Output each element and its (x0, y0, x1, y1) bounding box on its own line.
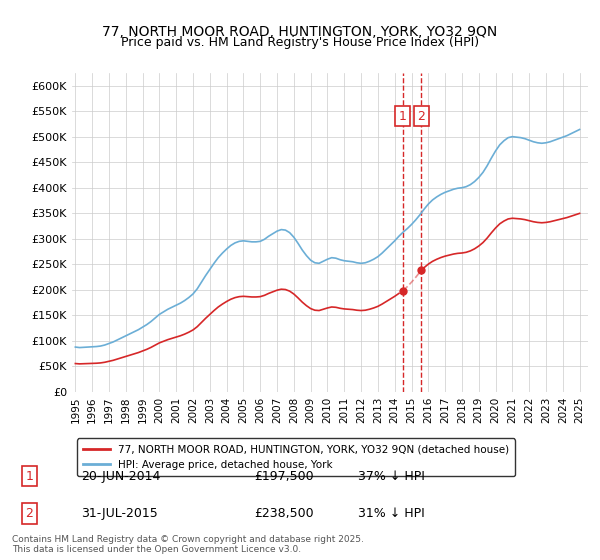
Text: £238,500: £238,500 (254, 507, 314, 520)
Text: £197,500: £197,500 (254, 470, 314, 483)
Text: 77, NORTH MOOR ROAD, HUNTINGTON, YORK, YO32 9QN: 77, NORTH MOOR ROAD, HUNTINGTON, YORK, Y… (103, 25, 497, 39)
Text: 2: 2 (418, 110, 425, 123)
Text: 1: 1 (25, 470, 33, 483)
Text: 31-JUL-2015: 31-JUL-2015 (81, 507, 158, 520)
Text: 1: 1 (398, 110, 407, 123)
Text: 31% ↓ HPI: 31% ↓ HPI (358, 507, 424, 520)
Legend: 77, NORTH MOOR ROAD, HUNTINGTON, YORK, YO32 9QN (detached house), HPI: Average p: 77, NORTH MOOR ROAD, HUNTINGTON, YORK, Y… (77, 438, 515, 476)
Text: 20-JUN-2014: 20-JUN-2014 (81, 470, 160, 483)
Text: Contains HM Land Registry data © Crown copyright and database right 2025.
This d: Contains HM Land Registry data © Crown c… (12, 535, 364, 554)
Text: Price paid vs. HM Land Registry's House Price Index (HPI): Price paid vs. HM Land Registry's House … (121, 36, 479, 49)
Text: 37% ↓ HPI: 37% ↓ HPI (358, 470, 424, 483)
Text: 2: 2 (25, 507, 33, 520)
